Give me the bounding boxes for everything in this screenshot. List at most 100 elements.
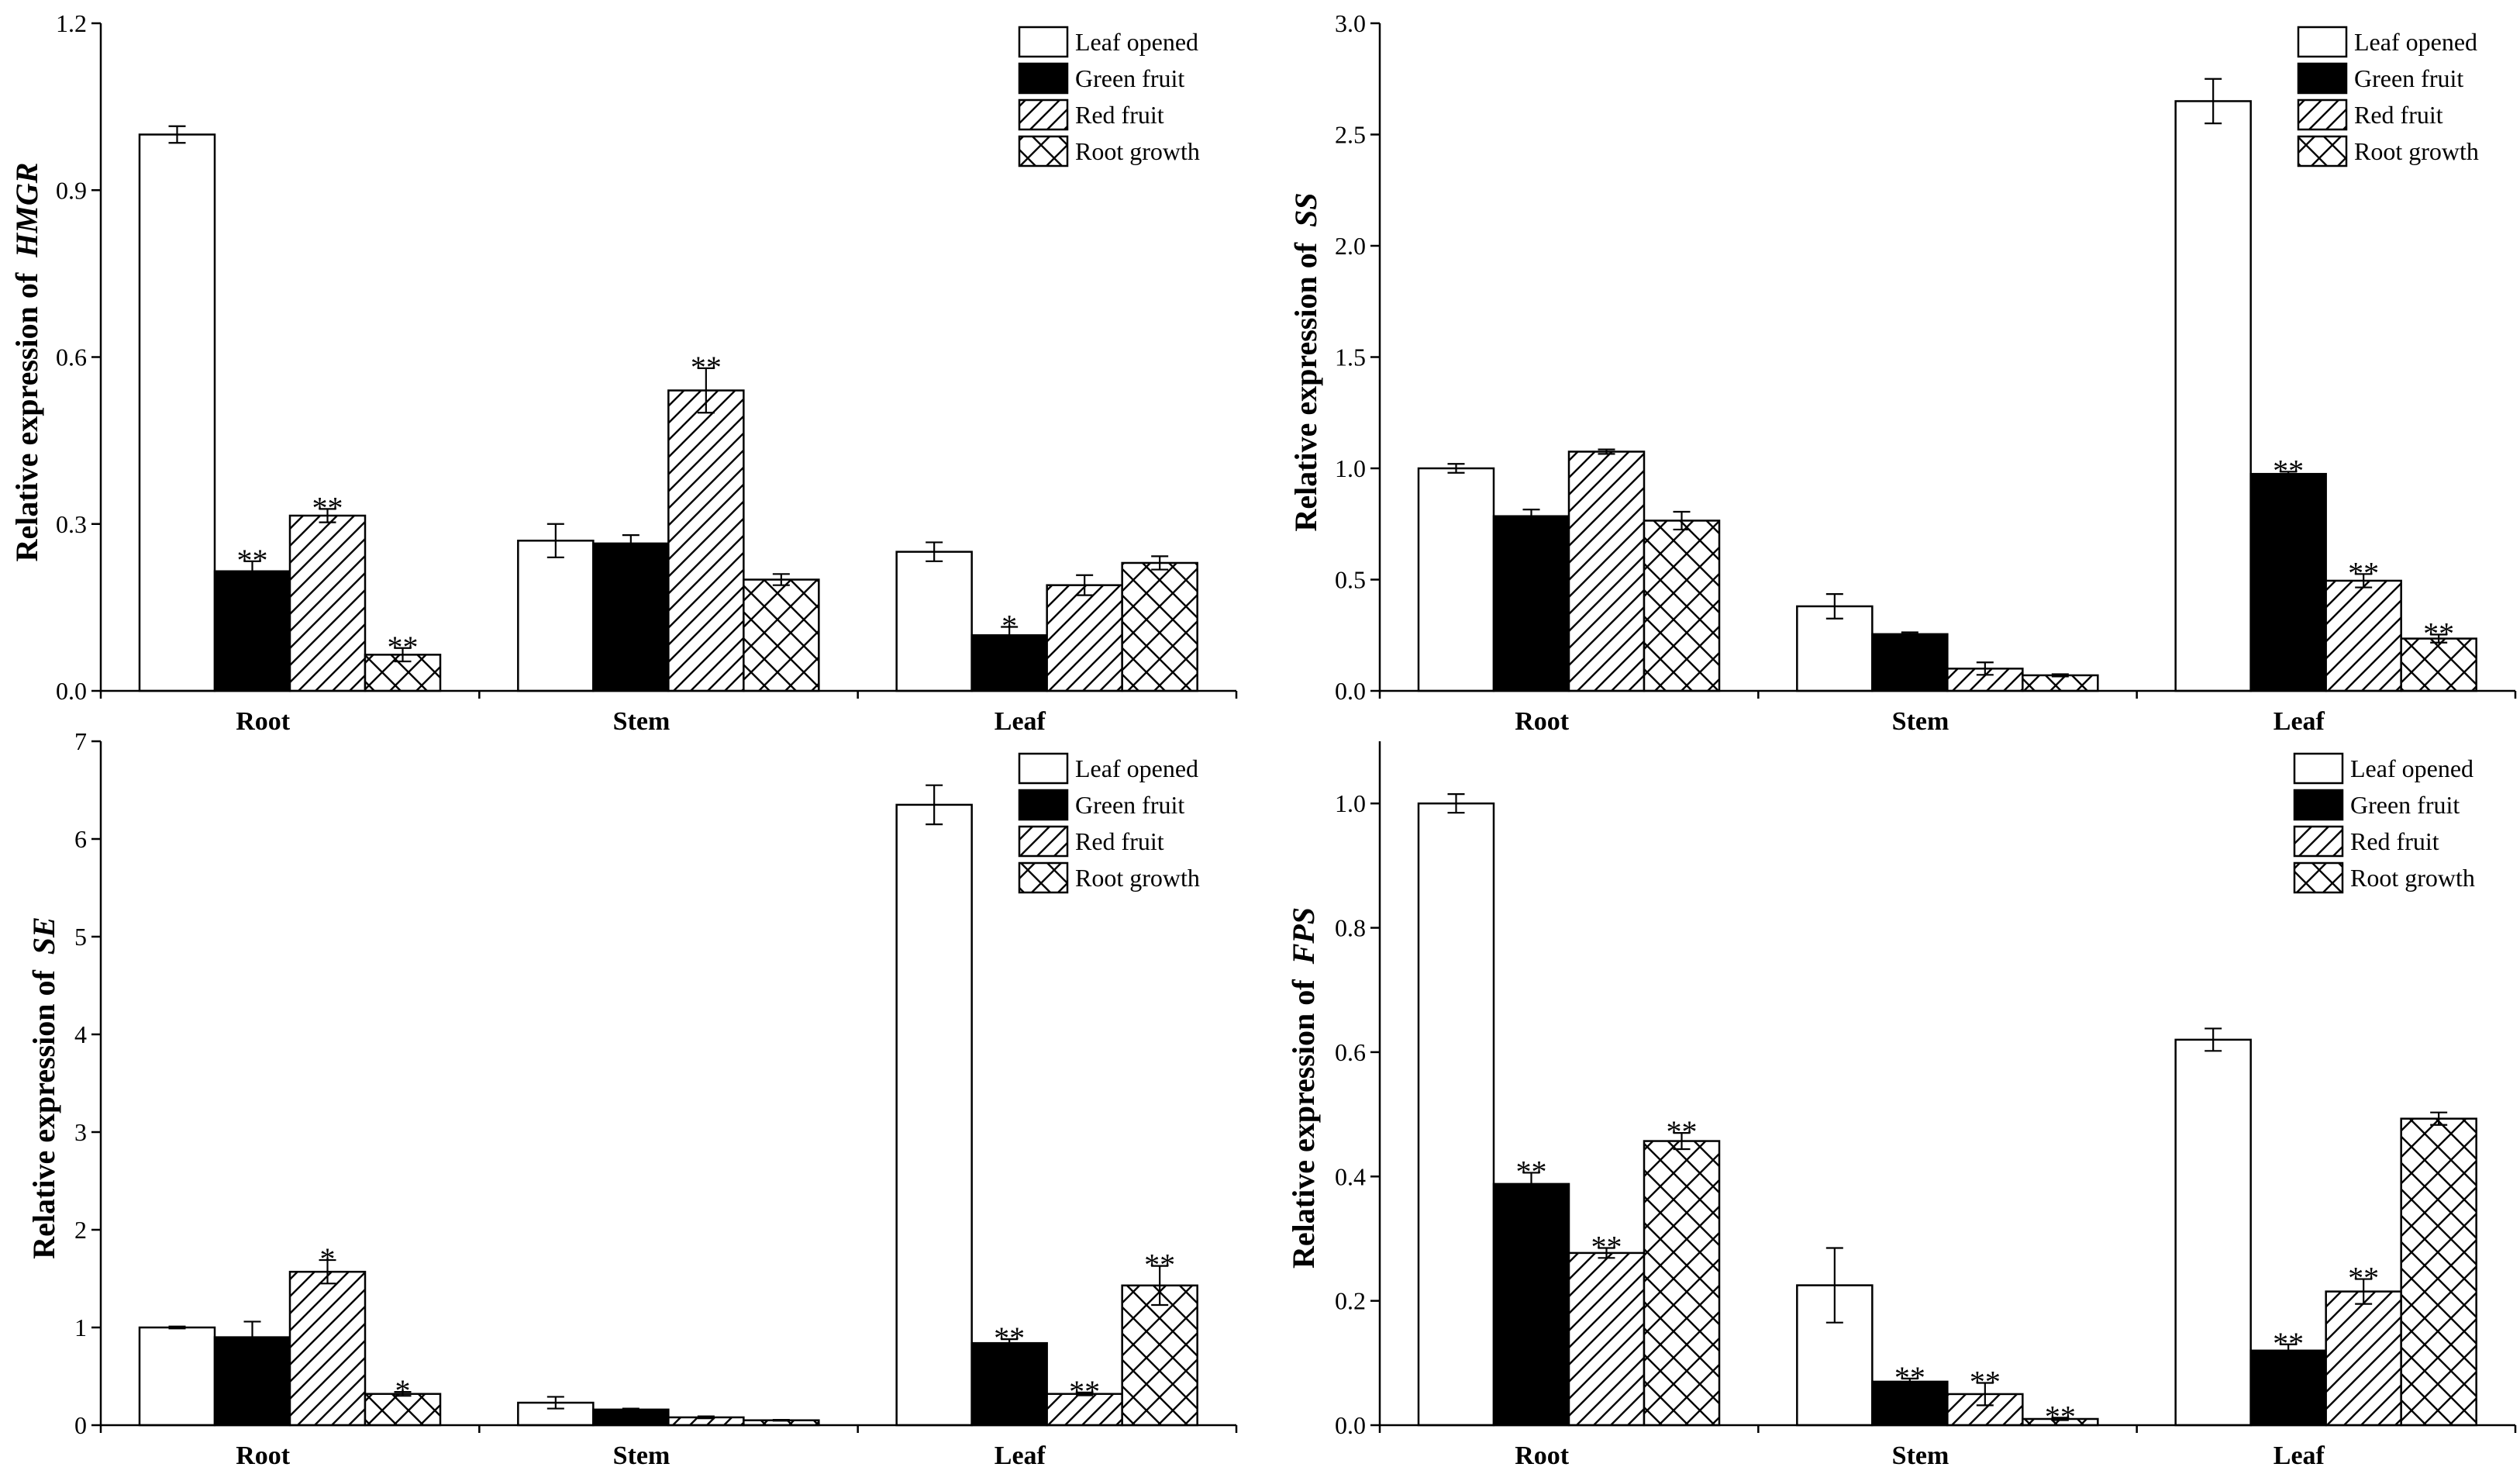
se-bar-root-red-fruit	[288, 1270, 367, 1427]
ss-bar-root-green-fruit	[1492, 515, 1570, 692]
fps-error-bar	[2205, 1027, 2222, 1052]
ss-bar-root-red-fruit	[1567, 451, 1646, 692]
se-error-bar	[319, 1258, 336, 1285]
fps-bar-root-green-fruit	[1492, 1182, 1570, 1427]
fps-error-bar	[2430, 1111, 2448, 1126]
hmgr-y-tick-label: 0.6	[56, 343, 87, 371]
ss-legend-swatch	[2297, 62, 2348, 95]
se-y-ticks: 0 1 2 3 4 5 6 7	[74, 727, 101, 1439]
se-error-bar	[926, 784, 943, 826]
fps-x-category-label: Leaf	[2274, 1441, 2325, 1470]
se-y-tick-label: 2	[74, 1216, 87, 1244]
ss-legend-label: Root growth	[2354, 137, 2479, 165]
hmgr-bar-leaf-green-fruit	[970, 634, 1048, 692]
se-legend-label: Leaf opened	[1075, 754, 1198, 782]
fps-error-bar	[2280, 1343, 2298, 1358]
ss-legend-label: Green fruit	[2354, 64, 2463, 92]
ss-error-bar	[2430, 633, 2448, 644]
se-y-tick-label: 6	[74, 825, 87, 853]
ss-error-bar	[2205, 78, 2222, 125]
ss-y-tick-label: 2.0	[1335, 232, 1366, 260]
fps-bar-leaf-leaf-opened	[2174, 1038, 2252, 1427]
ss-error-bar	[1901, 631, 1918, 637]
hmgr-x-category-label: Leaf	[995, 707, 1046, 736]
hmgr-significance-label: **	[237, 543, 268, 578]
hmgr-significance-label: *	[1001, 608, 1017, 643]
se-error-bar	[168, 1325, 186, 1330]
hmgr-legend-swatch	[1018, 26, 1069, 58]
ss-y-tick-label: 2.5	[1335, 121, 1366, 149]
hmgr-legend-swatch	[1018, 98, 1069, 131]
fps-error-bar	[2051, 1417, 2069, 1421]
ss-x-ticks: Root Stem Leaf	[1378, 691, 2517, 736]
fps-error-bar	[1673, 1132, 1691, 1151]
ss-error-bar	[1673, 510, 1691, 531]
fps-error-bar	[2355, 1278, 2373, 1305]
ss-y-tick-label: 3.0	[1335, 9, 1366, 37]
se-error-bar	[697, 1415, 715, 1420]
fps-legend-swatch	[2293, 789, 2344, 821]
fps-axes	[1378, 741, 2515, 1427]
ss-x-category-label: Stem	[1892, 707, 1949, 736]
hmgr-error-bar	[926, 541, 943, 562]
se-bar-leaf-root-growth	[1121, 1284, 1198, 1427]
ss-y-tick-label: 0.0	[1335, 677, 1366, 705]
se-y-tick-label: 7	[74, 727, 87, 755]
fps-bar-root-red-fruit	[1567, 1251, 1646, 1427]
fps-significance-label: **	[1667, 1114, 1698, 1149]
hmgr-x-category-label: Root	[236, 707, 291, 736]
hmgr-x-ticks: Root Stem Leaf	[99, 691, 1238, 736]
fps-x-category-label: Stem	[1892, 1441, 1949, 1470]
se-bars: ********	[138, 784, 1198, 1427]
ss-error-bar	[1976, 661, 1994, 676]
se-bar-leaf-red-fruit	[1046, 1393, 1123, 1427]
hmgr-bar-leaf-root-growth	[1121, 561, 1198, 692]
hmgr-error-bar	[1076, 574, 1094, 596]
hmgr-legend: Leaf opened Green fruit Red fruit Root grow…	[1018, 26, 1200, 167]
fps-y-axis-label: Relative expression of FPS	[1286, 907, 1321, 1269]
fps-significance-label: **	[1591, 1229, 1622, 1264]
ss-bar-leaf-root-growth	[2400, 637, 2477, 692]
se-x-category-label: Stem	[613, 1441, 671, 1470]
hmgr-significance-label: **	[691, 350, 722, 385]
fps-legend-swatch	[2293, 752, 2344, 785]
hmgr-legend-label: Green fruit	[1075, 64, 1184, 92]
fps-error-bar	[1901, 1377, 1918, 1386]
ss-y-axis-label: Relative expression of SS	[1288, 192, 1323, 531]
se-significance-label: **	[1069, 1374, 1100, 1409]
fps-legend-label: Green fruit	[2350, 791, 2460, 819]
hmgr-legend-swatch	[1018, 62, 1069, 95]
fps-legend-label: Red fruit	[2350, 827, 2439, 855]
se-y-tick-label: 5	[74, 923, 87, 951]
se-axes	[99, 741, 1236, 1427]
fps-y-tick-label: 0.0	[1335, 1411, 1366, 1439]
ss-error-bar	[2280, 471, 2298, 478]
se-legend-swatch	[1018, 752, 1069, 785]
fps-bar-stem-green-fruit	[1871, 1380, 1949, 1427]
ss-bar-root-root-growth	[1643, 520, 1721, 692]
se-bar-leaf-leaf-opened	[895, 803, 973, 1427]
fps-y-tick-label: 0.4	[1335, 1162, 1366, 1190]
ss-error-bar	[1522, 508, 1540, 524]
se-legend: Leaf opened Green fruit Red fruit Root grow…	[1018, 752, 1200, 894]
hmgr-y-tick-label: 0.0	[56, 677, 87, 705]
fps-y-tick-label: 0.6	[1335, 1038, 1366, 1066]
se-bar-leaf-green-fruit	[970, 1341, 1048, 1427]
se-x-ticks: Root Stem Leaf	[99, 1425, 1238, 1470]
ss-x-category-label: Leaf	[2274, 707, 2325, 736]
ss-bar-root-leaf-opened	[1417, 467, 1495, 692]
se-significance-label: *	[320, 1241, 336, 1276]
fps-bar-leaf-green-fruit	[2249, 1349, 2327, 1427]
hmgr-error-bar	[772, 573, 790, 586]
hmgr-y-ticks: 0.0 0.3 0.6 0.9 1.2	[56, 9, 101, 705]
se-legend-label: Red fruit	[1075, 827, 1164, 855]
se-error-bar	[772, 1418, 790, 1422]
hmgr-bar-leaf-leaf-opened	[895, 551, 973, 692]
ss-error-bar	[1825, 593, 1843, 620]
ss-legend: Leaf opened Green fruit Red fruit Root grow…	[2297, 26, 2479, 167]
hmgr-error-bar	[243, 560, 261, 582]
hmgr-legend-label: Leaf opened	[1075, 28, 1198, 56]
hmgr-bar-stem-green-fruit	[592, 542, 670, 692]
ss-significance-label: **	[2273, 453, 2304, 488]
ss-bar-leaf-red-fruit	[2325, 579, 2402, 692]
